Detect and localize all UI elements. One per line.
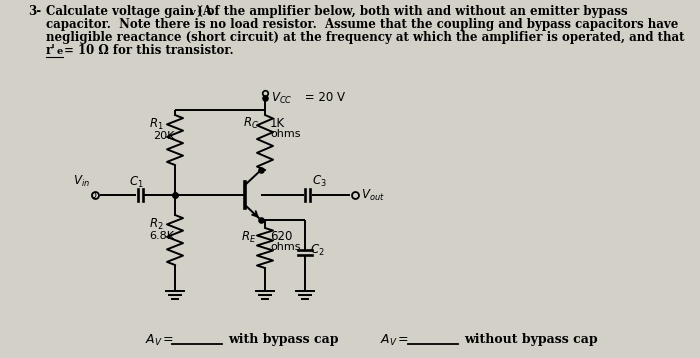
Text: Calculate voltage gain (A: Calculate voltage gain (A — [46, 5, 212, 18]
Text: $R_1$: $R_1$ — [149, 117, 164, 132]
Text: $R_E$: $R_E$ — [241, 230, 256, 245]
Text: 20K: 20K — [153, 131, 174, 141]
Text: = 20 V: = 20 V — [301, 91, 345, 104]
Text: 620: 620 — [270, 230, 293, 243]
Text: =: = — [398, 333, 409, 346]
Text: v: v — [189, 8, 195, 17]
Text: $R_2$: $R_2$ — [149, 217, 164, 232]
Text: $R_C$: $R_C$ — [243, 116, 259, 131]
Text: negligible reactance (short circuit) at the frequency at which the amplifier is : negligible reactance (short circuit) at … — [46, 31, 685, 44]
Text: o: o — [90, 190, 96, 200]
Text: $V_{out}$: $V_{out}$ — [361, 188, 385, 203]
Text: e: e — [57, 47, 63, 56]
Text: ohms: ohms — [270, 129, 300, 139]
Text: with bypass cap: with bypass cap — [228, 333, 339, 346]
Text: $A_V$: $A_V$ — [380, 333, 398, 348]
Text: without bypass cap: without bypass cap — [464, 333, 598, 346]
Text: 3-: 3- — [28, 5, 41, 18]
Text: $C_1$: $C_1$ — [129, 174, 144, 189]
Text: $C_3$: $C_3$ — [312, 173, 327, 189]
Text: = 10 Ω for this transistor.: = 10 Ω for this transistor. — [64, 44, 234, 57]
Text: $C_2$: $C_2$ — [310, 243, 325, 258]
Text: 6.8K: 6.8K — [149, 231, 174, 241]
Text: r': r' — [46, 44, 56, 57]
Text: capacitor.  Note there is no load resistor.  Assume that the coupling and bypass: capacitor. Note there is no load resisto… — [46, 18, 678, 31]
Text: $V_{in}$: $V_{in}$ — [73, 174, 90, 189]
Text: 1K: 1K — [270, 117, 285, 130]
Text: ohms: ohms — [270, 242, 300, 252]
Text: $A_V$: $A_V$ — [145, 333, 162, 348]
Text: =: = — [163, 333, 174, 346]
Text: ) of the amplifier below, both with and without an emitter bypass: ) of the amplifier below, both with and … — [197, 5, 628, 18]
Text: $V_{CC}$: $V_{CC}$ — [271, 91, 293, 106]
